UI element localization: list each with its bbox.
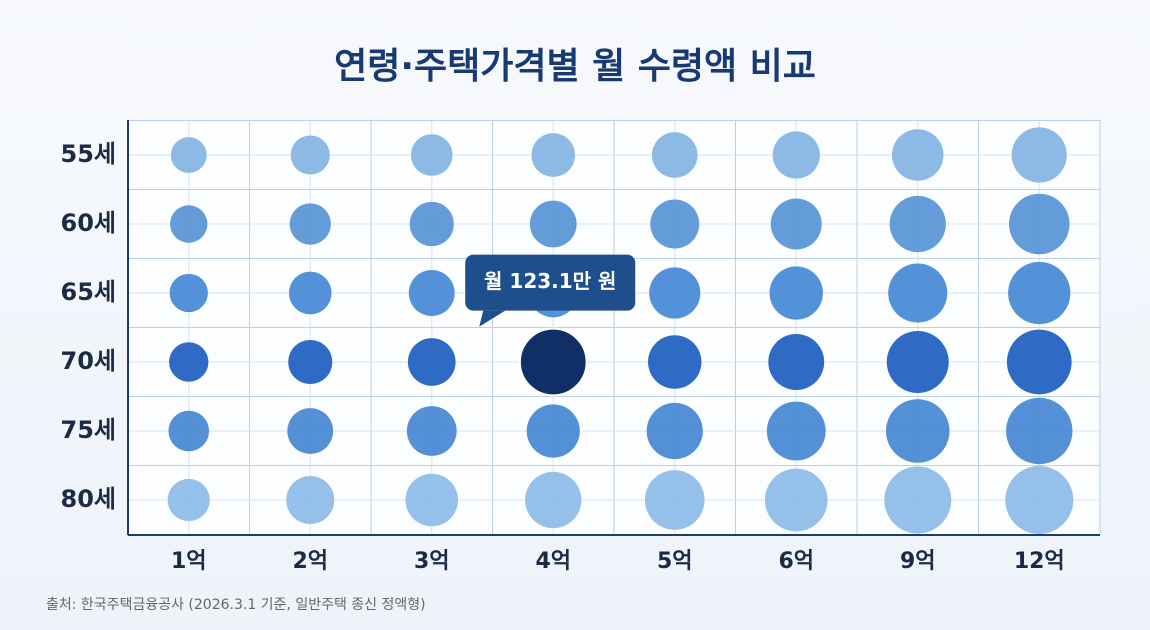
bubble: [768, 334, 825, 390]
bubble: [290, 135, 330, 175]
bubble: [410, 134, 453, 176]
bubble: [764, 468, 828, 532]
bubble: [888, 263, 948, 323]
bubble: [288, 271, 332, 315]
x-tick-label: 2억: [292, 549, 328, 574]
bubble: [409, 201, 454, 247]
y-tick-label: 55세: [61, 140, 116, 168]
bubble: [170, 137, 207, 173]
bubble: [169, 342, 209, 382]
bubble: [1005, 466, 1074, 534]
x-tick-label: 3억: [414, 549, 450, 574]
x-tick-label: 5억: [657, 549, 693, 574]
x-tick-label: 6억: [778, 549, 814, 574]
bubble-highlighted: [518, 327, 588, 397]
x-tick-label: 9억: [900, 549, 936, 574]
bubble: [405, 473, 459, 527]
bubble: [286, 475, 335, 525]
bubble: [531, 133, 576, 177]
bubble: [770, 198, 822, 250]
bubble: [648, 335, 702, 389]
bubble: [167, 478, 210, 522]
bubble: [889, 195, 946, 253]
bubble: [644, 470, 705, 530]
bubble: [407, 338, 456, 386]
bubble: [1008, 193, 1070, 255]
y-tick-label: 60세: [61, 209, 116, 237]
bubble: [408, 270, 455, 316]
bubble: [1006, 329, 1072, 395]
bubble: [529, 200, 577, 248]
bubble: [1011, 127, 1067, 183]
y-tick-label: 65세: [61, 278, 116, 306]
bubble: [287, 408, 334, 454]
bubble: [885, 399, 950, 463]
bubble: [1008, 261, 1071, 325]
bubble: [766, 401, 826, 461]
bubble: [650, 199, 700, 249]
tooltip-label: 월 123.1만 원: [484, 269, 616, 293]
bubble: [884, 466, 952, 534]
bubble: [525, 471, 582, 529]
tooltip: 월 123.1만 원: [465, 254, 636, 327]
bubble: [649, 267, 701, 319]
bubble: [651, 132, 698, 178]
bubble: [169, 273, 208, 313]
bubble: [1006, 397, 1073, 465]
x-tick-label: 1억: [171, 549, 207, 574]
source-note: 출처: 한국주택금융공사 (2026.3.1 기준, 일반주택 종신 정액형): [46, 597, 426, 613]
bubble: [769, 266, 823, 320]
y-tick-label: 70세: [61, 347, 116, 375]
bubble: [288, 339, 333, 385]
bubble: [289, 203, 331, 245]
y-tick-label: 75세: [61, 416, 116, 444]
bubble: [891, 129, 944, 181]
bubble: [168, 410, 210, 452]
x-tick-label: 12억: [1014, 549, 1065, 574]
bubble: [646, 402, 703, 460]
bubble: [772, 131, 820, 179]
chart-title: 연령·주택가격별 월 수령액 비교: [334, 46, 816, 87]
bubble: [406, 406, 457, 456]
tooltip-pointer: [479, 310, 506, 327]
y-tick-label: 80세: [61, 485, 116, 513]
bubble: [886, 330, 949, 394]
x-tick-label: 4억: [535, 549, 571, 574]
tooltip-box: [465, 254, 636, 311]
bubble: [526, 404, 580, 458]
bubble: [170, 205, 208, 243]
